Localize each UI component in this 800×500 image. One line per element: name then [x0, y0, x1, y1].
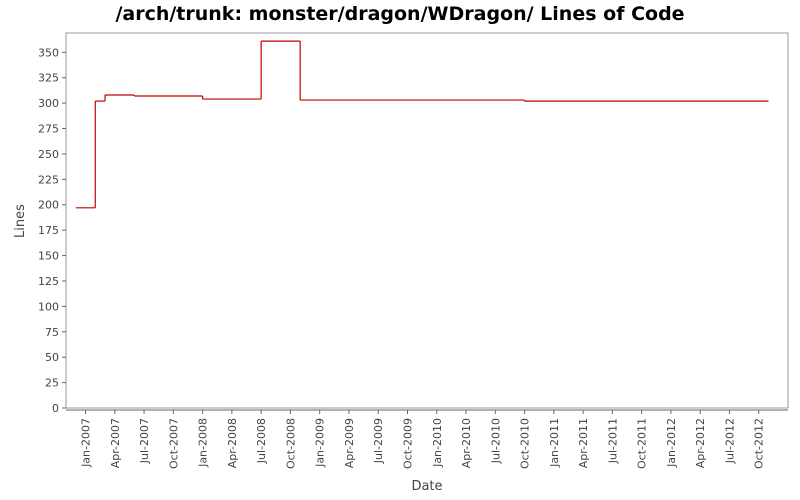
- chart-title: /arch/trunk: monster/dragon/WDragon/ Lin…: [115, 3, 684, 25]
- x-tick-label: Apr-2007: [109, 418, 122, 468]
- x-tick-label: Oct-2009: [401, 418, 414, 469]
- x-tick-label: Jan-2009: [314, 418, 327, 468]
- x-tick-label: Oct-2011: [636, 418, 649, 469]
- x-tick-label: Jul-2007: [138, 418, 151, 464]
- y-tick-label: 25: [45, 377, 59, 390]
- x-tick-label: Apr-2012: [694, 418, 707, 468]
- x-tick-label: Oct-2012: [753, 418, 766, 469]
- x-tick-label: Jan-2007: [80, 418, 93, 468]
- x-tick-label: Apr-2010: [460, 418, 473, 468]
- x-tick-label: Apr-2009: [343, 418, 356, 468]
- y-tick-label: 125: [38, 275, 59, 288]
- x-tick-label: Jul-2011: [606, 418, 619, 464]
- y-tick-label: 175: [38, 224, 59, 237]
- y-tick-label: 150: [38, 250, 59, 263]
- x-tick-label: Jan-2011: [548, 418, 561, 468]
- x-tick-label: Oct-2007: [167, 418, 180, 469]
- x-tick-label: Jan-2010: [431, 418, 444, 468]
- y-tick-label: 200: [38, 199, 59, 212]
- y-tick-label: 100: [38, 300, 59, 313]
- y-tick-label: 225: [38, 173, 59, 186]
- x-tick-label: Jul-2010: [489, 418, 502, 464]
- x-axis-label: Date: [411, 479, 442, 494]
- y-tick-label: 325: [38, 72, 59, 85]
- y-tick-label: 350: [38, 46, 59, 59]
- y-tick-label: 50: [45, 351, 59, 364]
- x-tick-label: Apr-2008: [226, 418, 239, 468]
- plot-area: [65, 32, 789, 409]
- x-tick-label: Jan-2012: [665, 418, 678, 468]
- x-tick-label: Jul-2008: [255, 418, 268, 464]
- x-tick-label: Oct-2010: [519, 418, 532, 469]
- y-tick-label: 0: [52, 402, 59, 415]
- y-tick-label: 75: [45, 326, 59, 339]
- y-tick-label: 300: [38, 97, 59, 110]
- y-axis-label: Lines: [13, 204, 28, 238]
- x-tick-label: Oct-2008: [284, 418, 297, 469]
- y-tick-label: 250: [38, 148, 59, 161]
- y-tick-label: 275: [38, 123, 59, 136]
- x-tick-label: Jul-2009: [372, 418, 385, 464]
- x-tick-label: Jan-2008: [197, 418, 210, 468]
- x-tick-label: Apr-2011: [577, 418, 590, 468]
- x-tick-label: Jul-2012: [723, 418, 736, 464]
